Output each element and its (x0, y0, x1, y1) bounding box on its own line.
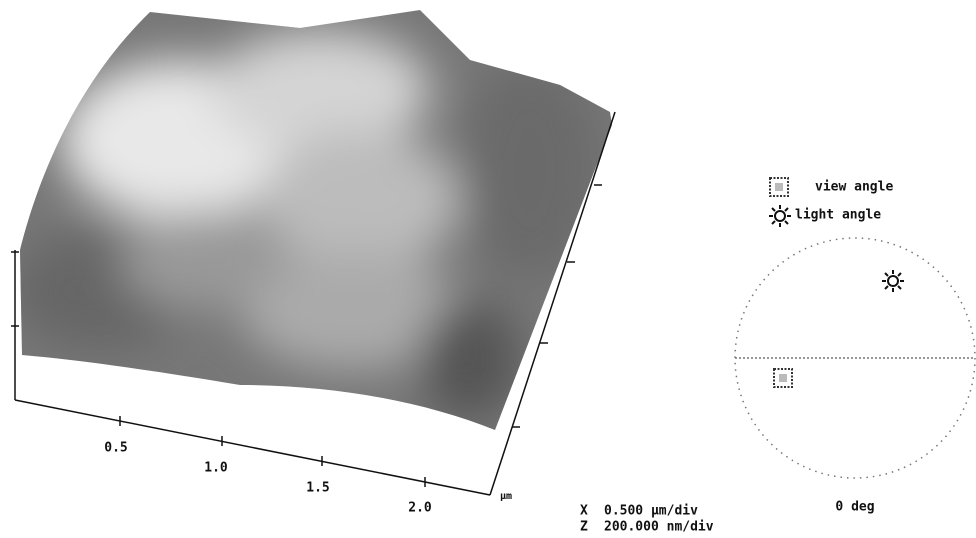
afm-figure: 0.5 1.0 1.5 2.0 µm X 0.500 µm/div Z 200.… (0, 0, 976, 538)
tick-label: 0.5 (104, 441, 127, 456)
legend: view angle light angle (769, 178, 893, 227)
scale-axis: Z (580, 520, 588, 535)
tick-label: 1.5 (306, 481, 329, 496)
scale-value: 200.000 nm/div (604, 520, 714, 535)
scale-value: 0.500 µm/div (604, 504, 698, 519)
legend-label: light angle (795, 208, 881, 223)
legend-label: view angle (815, 180, 893, 195)
angle-dial: 0 deg (735, 238, 975, 515)
unit-label: µm (500, 491, 512, 502)
scale-axis: X (580, 504, 588, 519)
surface (0, 0, 620, 440)
tick-label: 1.0 (204, 461, 228, 476)
dial-label: 0 deg (835, 500, 874, 515)
tick-label: 2.0 (408, 501, 432, 516)
